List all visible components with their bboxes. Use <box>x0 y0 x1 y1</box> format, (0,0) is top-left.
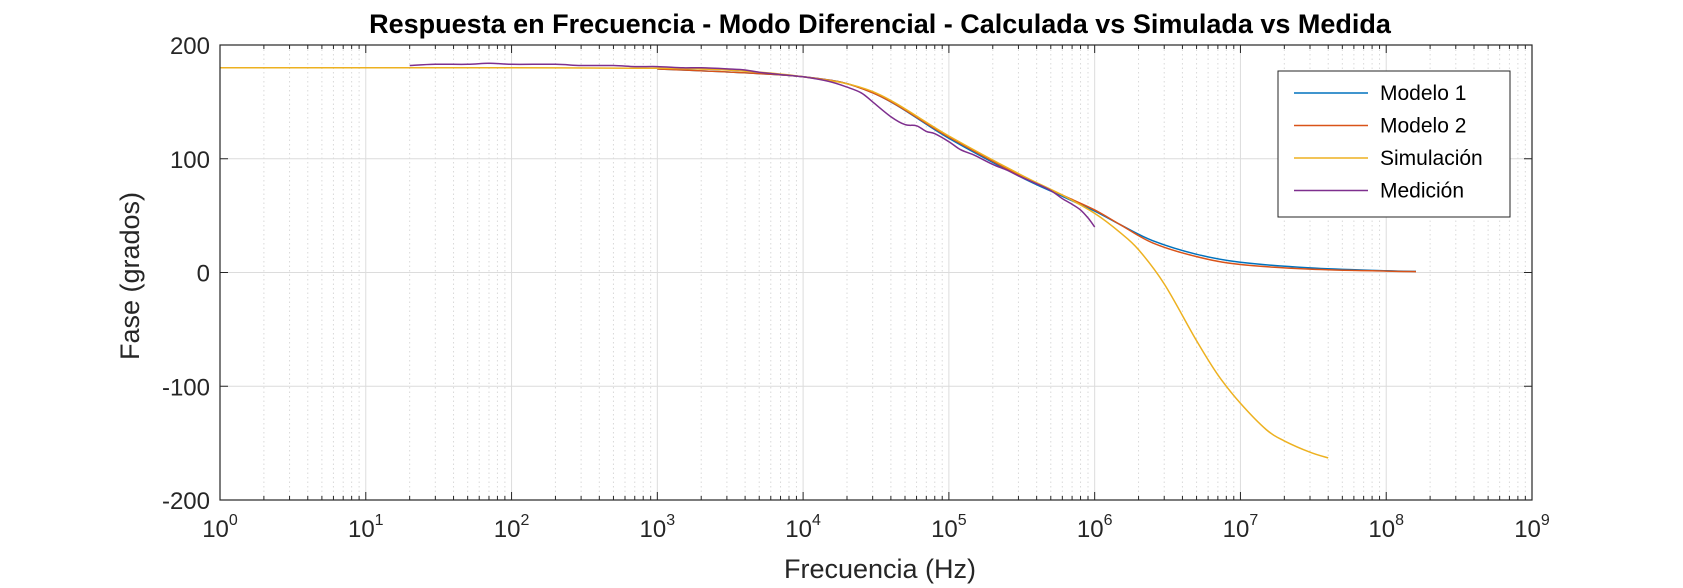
x-tick-base: 10 <box>348 516 375 543</box>
legend-box <box>1277 70 1511 218</box>
x-tick-label: 100 <box>202 512 238 543</box>
x-tick-exponent: 0 <box>229 512 238 529</box>
x-tick-base: 10 <box>1368 516 1395 543</box>
x-tick-exponent: 9 <box>1541 512 1550 529</box>
x-tick-label: 108 <box>1368 512 1404 543</box>
x-tick-exponent: 8 <box>1395 512 1404 529</box>
x-tick-base: 10 <box>931 516 958 543</box>
x-tick-exponent: 7 <box>1249 512 1258 529</box>
y-axis-label: Fase (grados) <box>115 192 145 360</box>
x-tick-label: 109 <box>1514 512 1550 543</box>
legend-label: Simulación <box>1380 147 1483 170</box>
x-tick-base: 10 <box>785 516 812 543</box>
x-tick-label: 102 <box>494 512 530 543</box>
legend: Modelo 1 Modelo 2 Simulación Medición <box>1277 70 1511 218</box>
x-tick-base: 10 <box>1514 516 1541 543</box>
x-tick-exponent: 3 <box>666 512 675 529</box>
series-line-medicion <box>409 62 1096 228</box>
y-tick-label: 0 <box>197 261 210 288</box>
x-tick-base: 10 <box>1223 516 1250 543</box>
x-tick-label: 103 <box>640 512 676 543</box>
legend-label: Modelo 1 <box>1380 82 1466 105</box>
series-line-simulacion <box>220 67 1329 459</box>
x-tick-label: 106 <box>1077 512 1113 543</box>
x-tick-base: 10 <box>202 516 229 543</box>
legend-label: Medición <box>1380 180 1464 203</box>
grid-minor <box>263 45 1526 500</box>
x-tick-exponent: 2 <box>520 512 529 529</box>
x-tick-exponent: 4 <box>812 512 821 529</box>
x-tick-exponent: 6 <box>1104 512 1113 529</box>
y-tick-label: 100 <box>170 147 210 174</box>
x-tick-exponent: 1 <box>375 512 384 529</box>
tick-labels: 100 101 102 103 104 105 106 107 108 1092001000-10… <box>162 33 1550 543</box>
legend-label: Modelo 2 <box>1380 115 1466 138</box>
x-tick-base: 10 <box>1077 516 1104 543</box>
axes <box>219 44 1533 501</box>
x-axis-label: Frecuencia (Hz) <box>784 554 976 584</box>
chart-title: Respuesta en Frecuencia - Modo Diferenci… <box>369 9 1392 39</box>
x-tick-base: 10 <box>640 516 667 543</box>
series-layer <box>220 62 1417 459</box>
x-tick-label: 105 <box>931 512 967 543</box>
y-tick-label: 200 <box>170 33 210 60</box>
y-tick-label: -100 <box>162 374 210 401</box>
x-tick-label: 107 <box>1223 512 1259 543</box>
axes-box <box>219 44 1533 501</box>
y-tick-label: -200 <box>162 488 210 515</box>
series-line-modelo-2 <box>657 68 1417 273</box>
x-tick-label: 101 <box>348 512 384 543</box>
x-tick-label: 104 <box>785 512 821 543</box>
x-tick-exponent: 5 <box>958 512 967 529</box>
x-tick-base: 10 <box>494 516 521 543</box>
